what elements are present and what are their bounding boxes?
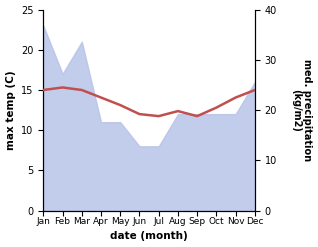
Y-axis label: max temp (C): max temp (C)	[5, 70, 16, 150]
X-axis label: date (month): date (month)	[110, 231, 188, 242]
Y-axis label: med. precipitation
(kg/m2): med. precipitation (kg/m2)	[291, 59, 313, 161]
